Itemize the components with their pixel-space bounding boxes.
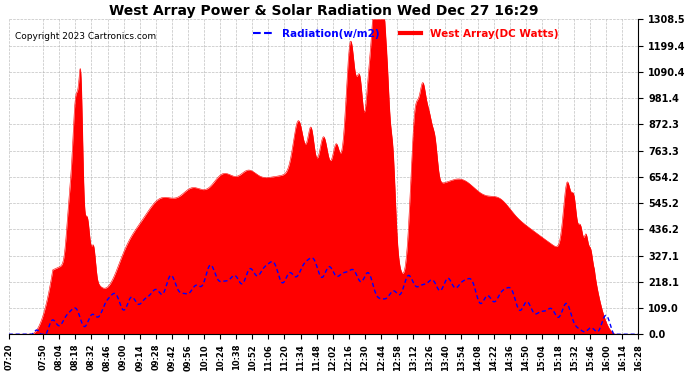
Legend: Radiation(w/m2), West Array(DC Watts): Radiation(w/m2), West Array(DC Watts) (248, 24, 562, 43)
Title: West Array Power & Solar Radiation Wed Dec 27 16:29: West Array Power & Solar Radiation Wed D… (109, 4, 538, 18)
Text: Copyright 2023 Cartronics.com: Copyright 2023 Cartronics.com (15, 32, 156, 41)
